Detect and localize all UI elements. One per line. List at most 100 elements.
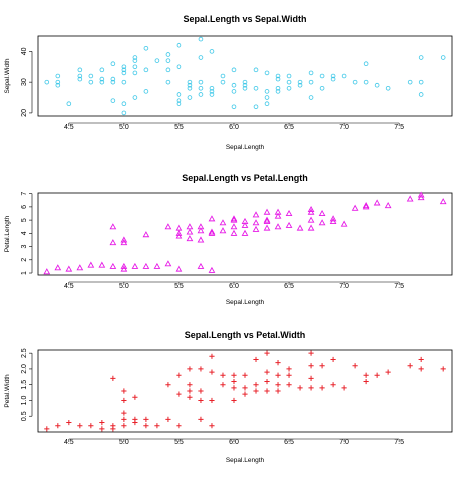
data-point <box>275 388 281 394</box>
data-point <box>175 224 183 231</box>
data-point <box>165 67 171 73</box>
data-point <box>286 382 292 388</box>
data-point <box>198 416 204 422</box>
data-point <box>77 76 83 82</box>
data-point <box>264 369 270 375</box>
x-tick-label: 5.0 <box>119 283 129 290</box>
data-point <box>99 79 105 85</box>
data-point <box>308 70 314 76</box>
data-point <box>99 426 105 432</box>
y-axis-label: Petal.Length <box>4 215 11 252</box>
data-point <box>142 262 150 269</box>
data-point <box>132 95 138 100</box>
plot-frame <box>37 35 453 117</box>
data-point <box>176 372 182 378</box>
data-point <box>120 262 128 269</box>
data-point <box>275 76 281 82</box>
data-point <box>230 215 238 222</box>
data-point <box>198 397 204 404</box>
data-point <box>319 73 325 79</box>
data-point <box>132 58 138 63</box>
data-point <box>175 265 183 272</box>
x-tick-label: 7.0 <box>339 283 349 290</box>
data-point <box>121 416 127 422</box>
x-tick-label: 4.5 <box>64 124 74 131</box>
data-point <box>176 64 182 70</box>
data-point <box>88 423 94 429</box>
plot-frame <box>37 349 453 433</box>
data-point <box>55 423 61 429</box>
data-point <box>176 391 182 397</box>
x-tick-label: 7.5 <box>394 439 404 446</box>
y-tick-label: 6 <box>21 205 28 209</box>
data-point <box>220 382 226 388</box>
data-point <box>209 423 215 429</box>
x-tick-label: 6.5 <box>284 439 294 446</box>
data-point <box>363 79 369 85</box>
data-point <box>176 101 182 106</box>
data-point <box>132 394 138 400</box>
data-point <box>99 419 105 426</box>
data-points <box>43 191 447 275</box>
data-point <box>186 228 194 235</box>
data-point <box>264 95 270 100</box>
data-point <box>230 223 238 230</box>
data-point <box>176 423 182 429</box>
data-point <box>330 356 336 363</box>
x-tick-label: 4.5 <box>64 439 74 446</box>
data-point <box>109 239 117 246</box>
data-point <box>77 67 83 73</box>
data-point <box>275 372 281 378</box>
data-point <box>440 55 446 60</box>
data-point <box>187 95 193 100</box>
data-point <box>121 64 127 70</box>
x-tick-label: 4.5 <box>64 283 74 290</box>
data-point <box>143 89 149 94</box>
data-point <box>341 73 347 79</box>
data-point <box>296 224 304 231</box>
data-point <box>208 229 216 236</box>
data-point <box>176 92 182 97</box>
x-tick-label: 6.5 <box>284 124 294 131</box>
data-point <box>242 86 248 91</box>
data-point <box>121 101 127 106</box>
data-point <box>110 76 116 82</box>
data-point <box>209 92 215 97</box>
data-point <box>286 73 292 79</box>
data-point <box>418 79 424 85</box>
data-point <box>55 79 61 85</box>
x-tick-label: 6.0 <box>229 283 239 290</box>
data-point <box>264 388 270 394</box>
data-point <box>175 229 183 236</box>
data-point <box>297 385 303 391</box>
chart-panel-3: Sepal.Length vs Petal.Width 4.5 5.0 5.5 6.0 6… <box>4 330 453 464</box>
data-point <box>440 366 446 372</box>
y-tick-label: 0.5 <box>21 411 28 421</box>
data-point <box>66 101 72 106</box>
data-point <box>308 385 314 391</box>
data-point <box>121 70 127 76</box>
data-point <box>209 89 215 94</box>
chart-panel-1: Sepal.Length vs Sepal.Width 4.5 5.0 5.5 6.0 6… <box>4 14 453 151</box>
data-point <box>264 101 270 106</box>
chart-panel-2: Sepal.Length vs Petal.Length 4.5 5.0 5.5 6.0… <box>4 173 453 306</box>
x-tick-label: 7.5 <box>394 124 404 131</box>
data-point <box>308 363 314 369</box>
data-point <box>209 353 215 359</box>
data-point <box>230 229 238 236</box>
data-point <box>187 79 193 85</box>
data-point <box>319 363 325 369</box>
data-point <box>253 388 259 394</box>
x-axis-label: Sepal.Length <box>226 299 265 306</box>
data-point <box>385 369 391 375</box>
data-point <box>253 67 259 73</box>
data-point <box>198 79 204 85</box>
data-point <box>275 382 281 388</box>
data-point <box>197 227 205 234</box>
data-point <box>252 211 260 218</box>
data-point <box>121 79 127 85</box>
chart-title: Sepal.Length vs Petal.Length <box>182 173 308 183</box>
y-tick-label: 1 <box>21 271 28 275</box>
data-point <box>362 203 370 210</box>
data-point <box>220 73 226 79</box>
